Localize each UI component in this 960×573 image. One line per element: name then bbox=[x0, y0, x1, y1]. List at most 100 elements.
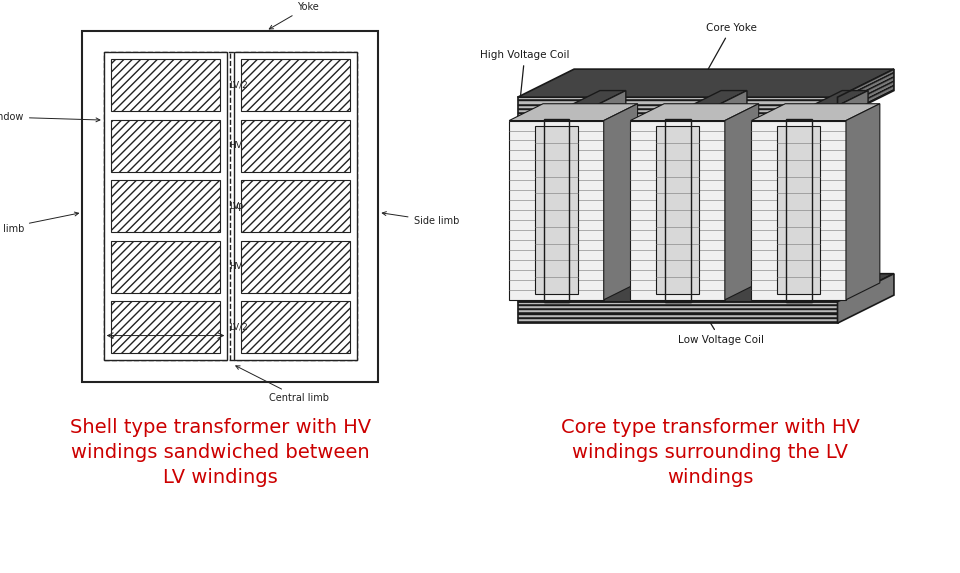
Polygon shape bbox=[517, 112, 837, 115]
Polygon shape bbox=[517, 317, 837, 319]
Polygon shape bbox=[517, 304, 837, 306]
Polygon shape bbox=[551, 119, 554, 302]
Polygon shape bbox=[549, 119, 551, 302]
Polygon shape bbox=[670, 119, 672, 302]
Polygon shape bbox=[837, 76, 894, 106]
Text: Yoke: Yoke bbox=[269, 2, 319, 29]
Text: Core Yoke: Core Yoke bbox=[696, 23, 756, 92]
Polygon shape bbox=[543, 91, 626, 119]
Bar bbox=[233, 52, 357, 360]
Polygon shape bbox=[657, 127, 699, 294]
Bar bbox=[83, 31, 378, 382]
Bar bbox=[104, 52, 228, 360]
Bar bbox=[110, 60, 220, 111]
Polygon shape bbox=[802, 119, 804, 302]
Polygon shape bbox=[791, 119, 794, 302]
Polygon shape bbox=[752, 104, 879, 120]
Polygon shape bbox=[837, 78, 894, 108]
Polygon shape bbox=[672, 119, 675, 302]
Polygon shape bbox=[554, 119, 557, 302]
Polygon shape bbox=[680, 119, 683, 302]
Polygon shape bbox=[517, 97, 837, 99]
Polygon shape bbox=[517, 115, 837, 116]
Text: LV: LV bbox=[228, 202, 239, 211]
Polygon shape bbox=[837, 69, 894, 99]
Text: Side limb: Side limb bbox=[382, 211, 459, 226]
Polygon shape bbox=[562, 119, 564, 302]
Polygon shape bbox=[631, 120, 725, 300]
Polygon shape bbox=[535, 127, 578, 294]
Polygon shape bbox=[785, 91, 868, 119]
Polygon shape bbox=[752, 120, 846, 300]
Polygon shape bbox=[725, 104, 758, 300]
Polygon shape bbox=[517, 306, 837, 308]
Polygon shape bbox=[566, 119, 569, 302]
Polygon shape bbox=[837, 88, 894, 119]
Polygon shape bbox=[631, 104, 758, 120]
Polygon shape bbox=[837, 274, 894, 323]
Polygon shape bbox=[517, 312, 837, 315]
Polygon shape bbox=[846, 104, 879, 300]
Polygon shape bbox=[546, 119, 549, 302]
Polygon shape bbox=[778, 127, 820, 294]
Polygon shape bbox=[517, 116, 837, 119]
Polygon shape bbox=[517, 321, 837, 323]
Text: Shell type transformer with HV
windings sandwiched between
LV windings: Shell type transformer with HV windings … bbox=[70, 418, 372, 487]
Bar bbox=[241, 241, 350, 293]
Polygon shape bbox=[517, 319, 837, 321]
Bar bbox=[104, 52, 357, 360]
Polygon shape bbox=[837, 82, 894, 112]
Polygon shape bbox=[517, 274, 894, 302]
Polygon shape bbox=[517, 311, 837, 312]
Polygon shape bbox=[809, 119, 811, 302]
Polygon shape bbox=[667, 119, 670, 302]
Polygon shape bbox=[794, 119, 796, 302]
Polygon shape bbox=[564, 119, 566, 302]
Polygon shape bbox=[683, 119, 685, 302]
Text: Window: Window bbox=[0, 112, 100, 122]
Polygon shape bbox=[517, 99, 837, 101]
Polygon shape bbox=[559, 119, 562, 302]
Polygon shape bbox=[788, 119, 791, 302]
Polygon shape bbox=[517, 302, 837, 304]
Polygon shape bbox=[517, 308, 837, 311]
Polygon shape bbox=[569, 91, 626, 302]
Bar bbox=[241, 60, 350, 111]
Polygon shape bbox=[811, 91, 868, 302]
Polygon shape bbox=[837, 71, 894, 101]
Polygon shape bbox=[678, 119, 680, 302]
Polygon shape bbox=[517, 110, 837, 112]
Bar bbox=[110, 301, 220, 353]
Polygon shape bbox=[837, 73, 894, 104]
Text: HV: HV bbox=[228, 262, 242, 271]
Polygon shape bbox=[837, 87, 894, 116]
Text: Low Voltage Coil: Low Voltage Coil bbox=[678, 288, 763, 344]
Polygon shape bbox=[804, 119, 806, 302]
Text: Central limb: Central limb bbox=[236, 366, 329, 403]
Polygon shape bbox=[557, 119, 559, 302]
Text: High Voltage Coil: High Voltage Coil bbox=[480, 50, 569, 179]
Bar bbox=[110, 241, 220, 293]
Polygon shape bbox=[837, 84, 894, 115]
Polygon shape bbox=[509, 120, 604, 300]
Polygon shape bbox=[517, 108, 837, 110]
Polygon shape bbox=[685, 119, 688, 302]
Polygon shape bbox=[806, 119, 809, 302]
Polygon shape bbox=[604, 104, 637, 300]
Bar bbox=[241, 301, 350, 353]
Polygon shape bbox=[543, 119, 546, 302]
Polygon shape bbox=[509, 104, 637, 120]
Polygon shape bbox=[664, 119, 667, 302]
Polygon shape bbox=[664, 91, 747, 119]
Polygon shape bbox=[796, 119, 799, 302]
Polygon shape bbox=[517, 106, 837, 108]
Text: Side limb: Side limb bbox=[0, 212, 79, 234]
Bar bbox=[110, 120, 220, 172]
Polygon shape bbox=[785, 119, 788, 302]
Text: LV/2: LV/2 bbox=[228, 323, 248, 332]
Polygon shape bbox=[517, 104, 837, 106]
Polygon shape bbox=[675, 119, 678, 302]
Polygon shape bbox=[517, 69, 894, 97]
Polygon shape bbox=[837, 80, 894, 110]
Text: φ: φ bbox=[235, 201, 243, 211]
